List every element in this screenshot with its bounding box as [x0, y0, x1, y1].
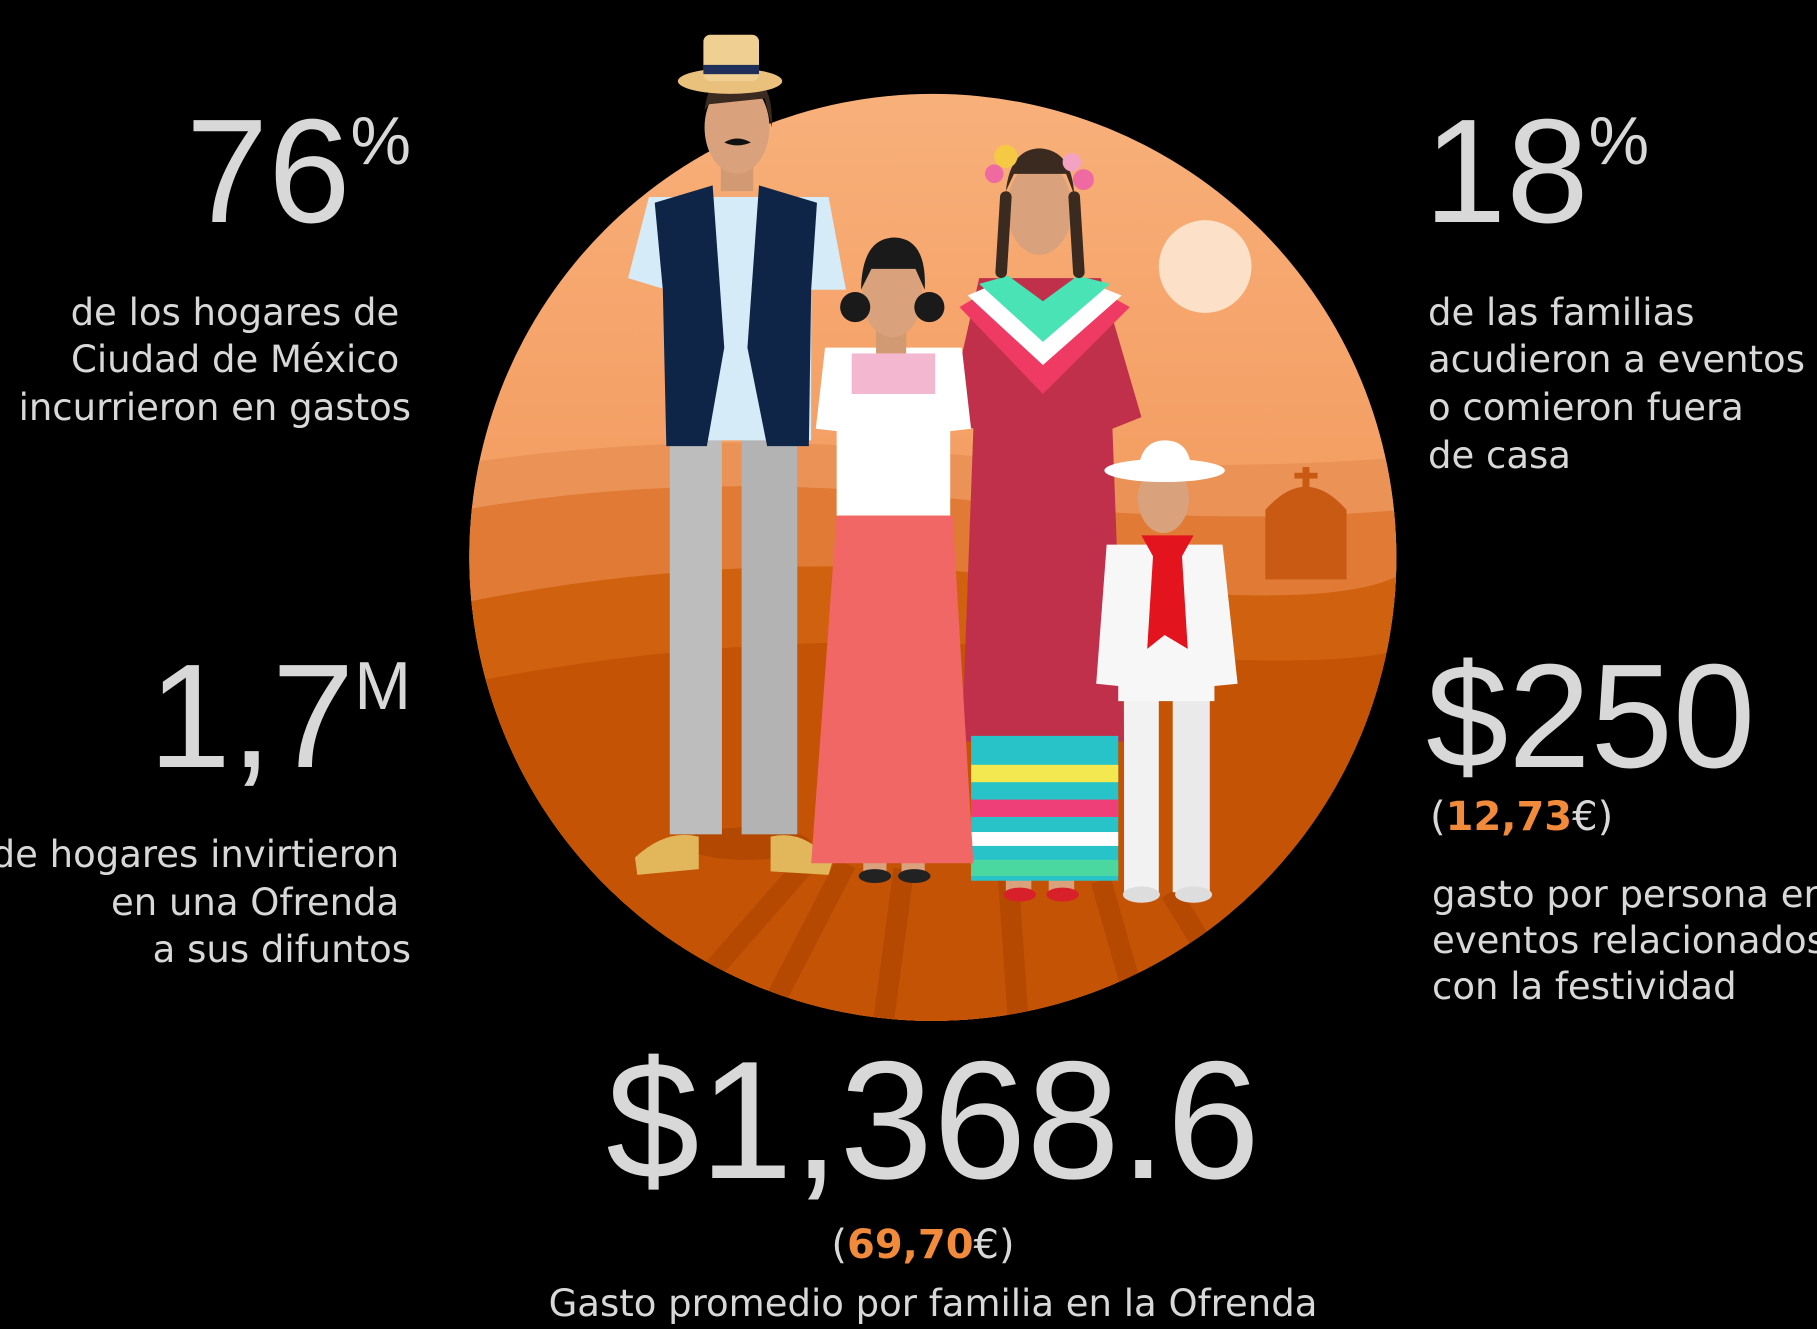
line: de los hogares de — [71, 291, 400, 334]
line: incurrieron en gastos — [19, 386, 411, 429]
number: 76 — [186, 89, 351, 254]
line: acudieron a eventos — [1428, 338, 1805, 381]
bracket: ) — [999, 1222, 1015, 1268]
line: a sus difuntos — [153, 928, 411, 971]
conversion: (69,70€) — [831, 1222, 1014, 1268]
line: eventos relacionados — [1432, 919, 1817, 962]
stat-number: 18% — [1424, 89, 1649, 254]
unit: % — [351, 103, 411, 179]
bracket: ) — [1598, 794, 1614, 840]
stat-description: gasto por persona en eventos relacionado… — [1432, 873, 1817, 1008]
line: gasto por persona en — [1432, 873, 1817, 916]
illustration — [469, 34, 1397, 1021]
stat-number: 1,7M — [149, 634, 411, 799]
line: o comieron fuera — [1428, 386, 1744, 429]
currency: € — [974, 1222, 999, 1268]
stat-number: $1,368.6 — [606, 1026, 1260, 1214]
currency: € — [1572, 794, 1597, 840]
line: de las familias — [1428, 291, 1695, 334]
amount: 69,70 — [847, 1222, 974, 1268]
stat-number: 76% — [186, 89, 411, 254]
line: de casa — [1428, 434, 1571, 477]
amount: 12,73 — [1446, 794, 1573, 840]
unit: M — [354, 648, 411, 724]
line: con la festividad — [1432, 965, 1737, 1008]
unit: % — [1589, 103, 1649, 179]
line: Ciudad de México — [71, 338, 399, 381]
number: 1,7 — [149, 634, 355, 799]
stat-description: de los hogares de Ciudad de México incur… — [19, 291, 411, 429]
line: en una Ofrenda — [111, 881, 399, 924]
bracket: ( — [831, 1222, 847, 1268]
stat-description: de hogares invirtieron en una Ofrenda a … — [0, 833, 411, 971]
conversion: (12,73€) — [1430, 794, 1613, 840]
stat-description: Gasto promedio por familia en la Ofrenda — [549, 1282, 1318, 1325]
stat-description: de las familias acudieron a eventos o co… — [1428, 291, 1817, 477]
stat-number: $250 — [1426, 634, 1755, 799]
number: 18 — [1424, 89, 1589, 254]
bracket: ( — [1430, 794, 1446, 840]
line: de hogares invirtieron — [0, 833, 399, 876]
